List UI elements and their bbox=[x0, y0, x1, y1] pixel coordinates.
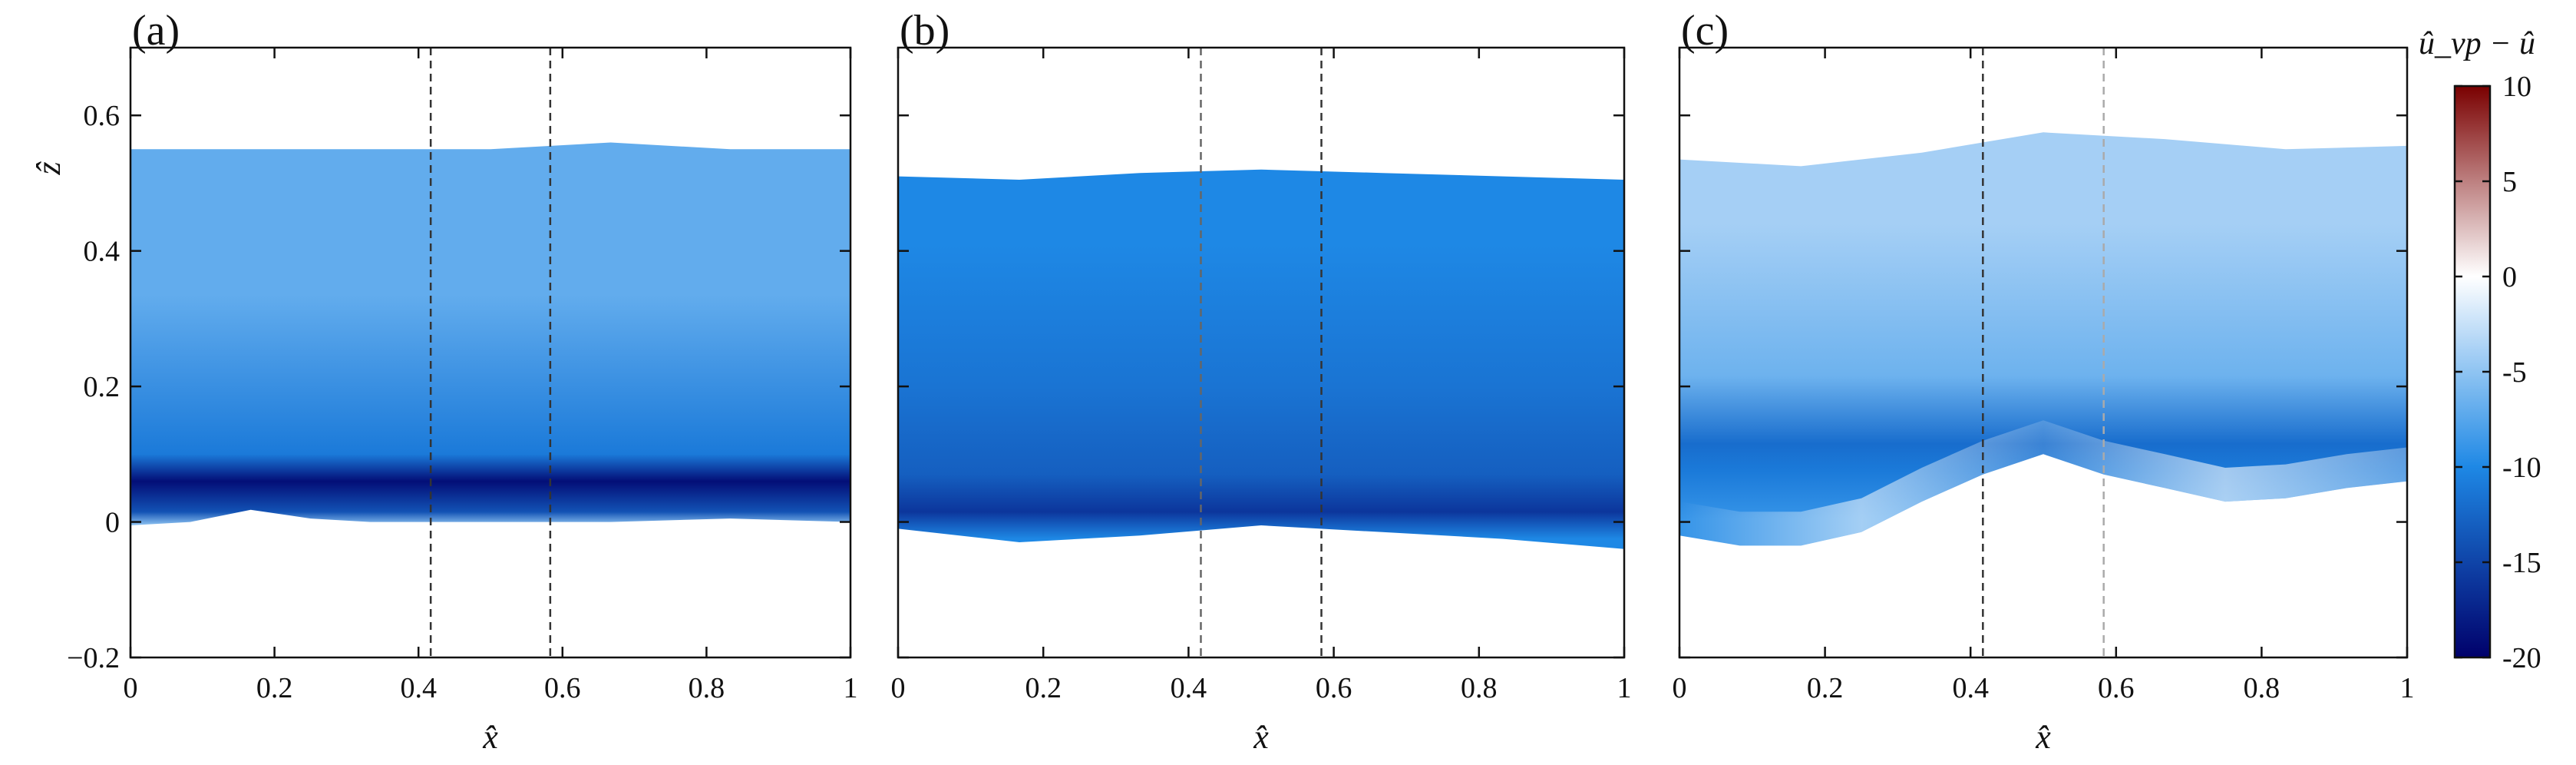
axes-frame bbox=[1678, 46, 2409, 659]
panel-3: 0 0.2 0.4 0.6 0.8 1 x̂ (c) bbox=[1673, 7, 2415, 756]
x-tick-label: 0 bbox=[124, 672, 138, 704]
panel-1: 0 0.2 0.4 0.6 0.8 1−0.200.20.40.6x̂ẑ(a) bbox=[30, 7, 858, 756]
y-tick-label: 0 bbox=[105, 507, 120, 539]
y-tick-label: −0.2 bbox=[67, 642, 120, 674]
x-axis-label: x̂ bbox=[1253, 718, 1269, 756]
x-tick-label: 0.2 bbox=[1807, 672, 1844, 704]
x-tick-label: 0.4 bbox=[1952, 672, 1989, 704]
colorbar-tick-label: 10 bbox=[2502, 71, 2531, 103]
axes-frame bbox=[129, 46, 852, 659]
colorbar-tick-label: -20 bbox=[2502, 642, 2541, 674]
x-tick-label: 0 bbox=[1673, 672, 1687, 704]
panels: 0 0.2 0.4 0.6 0.8 1−0.200.20.40.6x̂ẑ(a)0 0.2 0.… bbox=[30, 7, 2415, 756]
x-tick-label: 0.4 bbox=[400, 672, 437, 704]
y-tick-label: 0.6 bbox=[84, 100, 121, 132]
x-tick-label: 0.2 bbox=[1025, 672, 1062, 704]
colorbar: 10 5 0 -5 -10 -15 -20 û_vp − û bbox=[2419, 26, 2541, 674]
colorbar-tick-label: 5 bbox=[2502, 166, 2517, 198]
panel-label: (c) bbox=[1681, 7, 1729, 55]
colorbar-tick-label: -10 bbox=[2502, 452, 2541, 484]
x-tick-label: 0.6 bbox=[2098, 672, 2135, 704]
colorbar-tick-label: 0 bbox=[2502, 261, 2517, 293]
x-axis-label: x̂ bbox=[482, 718, 498, 756]
contour-field bbox=[898, 169, 1624, 549]
x-axis-label: x̂ bbox=[2035, 718, 2051, 756]
panel-label: (b) bbox=[900, 7, 949, 55]
contour-fade bbox=[1679, 420, 2407, 546]
axes-frame bbox=[897, 46, 1626, 659]
colorbar-tick-label: -15 bbox=[2502, 547, 2541, 579]
colorbar-label: û_vp − û bbox=[2419, 26, 2535, 61]
x-tick-label: 0.2 bbox=[256, 672, 293, 704]
x-tick-label: 0.6 bbox=[1316, 672, 1352, 704]
y-tick-label: 0.4 bbox=[84, 236, 121, 268]
y-tick-label: 0.2 bbox=[84, 371, 121, 403]
colorbar-tick-label: -5 bbox=[2502, 356, 2527, 389]
x-tick-label: 0.8 bbox=[689, 672, 725, 704]
x-tick-label: 0.8 bbox=[2244, 672, 2280, 704]
y-axis-label: ẑ bbox=[30, 161, 68, 176]
x-tick-label: 0.8 bbox=[1461, 672, 1498, 704]
panel-label: (a) bbox=[132, 7, 180, 55]
contour-field bbox=[130, 142, 850, 525]
x-tick-label: 1 bbox=[1617, 672, 1632, 704]
x-tick-label: 1 bbox=[844, 672, 858, 704]
panel-2: 0 0.2 0.4 0.6 0.8 1 x̂ (b) bbox=[891, 7, 1632, 756]
x-tick-label: 0.4 bbox=[1171, 672, 1207, 704]
x-tick-label: 1 bbox=[2400, 672, 2415, 704]
x-tick-label: 0 bbox=[891, 672, 906, 704]
x-tick-label: 0.6 bbox=[544, 672, 581, 704]
